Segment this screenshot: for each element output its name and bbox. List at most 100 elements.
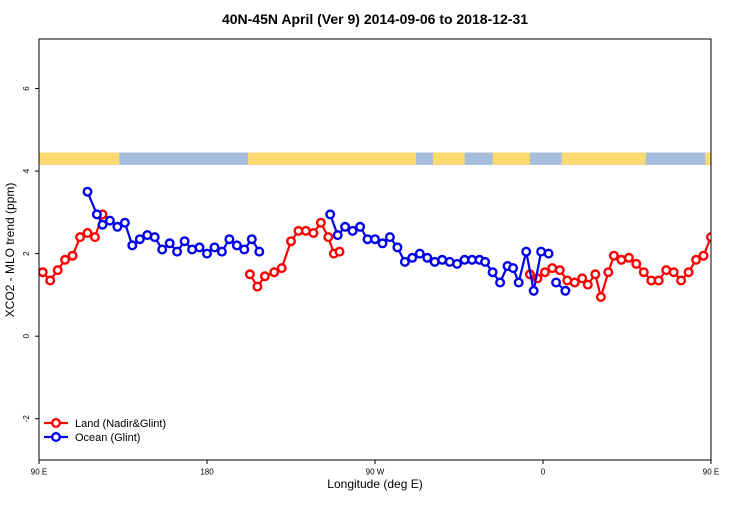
data-point — [737, 217, 745, 225]
y-tick-label: 4 — [22, 168, 31, 173]
land-segment — [493, 153, 530, 165]
data-point — [136, 235, 144, 243]
data-point — [261, 273, 269, 281]
data-point — [409, 254, 417, 262]
data-point — [61, 256, 69, 264]
data-point — [270, 268, 278, 276]
data-point — [571, 279, 579, 287]
data-point — [489, 268, 497, 276]
data-point — [386, 233, 394, 241]
data-point — [310, 229, 318, 237]
data-point — [248, 235, 256, 243]
land-segment — [39, 153, 119, 165]
data-point — [605, 268, 613, 276]
data-point — [730, 221, 738, 229]
data-point — [545, 250, 553, 258]
data-point — [341, 223, 349, 231]
legend: Land (Nadir&Glint) Ocean (Glint) — [44, 418, 166, 444]
data-point — [93, 211, 101, 219]
land-segment — [562, 153, 646, 165]
data-point — [287, 237, 295, 245]
data-point — [509, 264, 517, 272]
data-point — [724, 211, 732, 219]
data-point — [241, 246, 249, 254]
data-point — [158, 246, 166, 254]
x-tick-label: 0 — [541, 468, 546, 477]
data-point — [91, 233, 99, 241]
plot-frame — [39, 39, 711, 460]
data-point — [196, 244, 204, 252]
data-point — [379, 240, 387, 248]
series-land — [39, 211, 737, 301]
data-point — [334, 231, 342, 239]
data-point — [218, 248, 226, 256]
data-point — [722, 231, 730, 239]
legend-label: Land (Nadir&Glint) — [75, 418, 166, 430]
data-point — [481, 258, 489, 266]
data-point — [39, 268, 47, 276]
series-layer — [39, 188, 750, 301]
data-point — [173, 248, 181, 256]
land-segment — [248, 153, 416, 165]
series-line — [43, 214, 103, 280]
y-tick-label: 6 — [22, 86, 31, 91]
y-tick-label: 2 — [22, 251, 31, 256]
chart-title: 40N-45N April (Ver 9) 2014-09-06 to 2018… — [222, 11, 528, 27]
data-point — [181, 237, 189, 245]
data-point — [114, 223, 122, 231]
data-point — [584, 281, 592, 289]
data-point — [745, 223, 750, 231]
x-axis-label: Longitude (deg E) — [327, 477, 422, 491]
data-point — [496, 279, 504, 287]
data-point — [317, 219, 325, 227]
data-point — [349, 227, 357, 235]
data-point — [655, 277, 663, 285]
data-point — [556, 266, 564, 274]
data-point — [278, 264, 286, 272]
data-point — [46, 277, 54, 285]
data-point — [700, 252, 708, 260]
legend-label: Ocean (Glint) — [75, 432, 140, 444]
data-point — [326, 211, 334, 219]
x-tick-label: 90 W — [366, 468, 385, 477]
data-point — [530, 287, 538, 295]
data-point — [515, 279, 523, 287]
data-point — [166, 240, 174, 248]
data-point — [715, 229, 723, 237]
x-tick-label: 90 E — [31, 468, 47, 477]
data-point — [151, 233, 159, 241]
data-point — [246, 271, 254, 279]
data-point — [685, 268, 693, 276]
data-point — [677, 277, 685, 285]
data-point — [84, 229, 92, 237]
data-point — [597, 293, 605, 301]
data-point — [336, 248, 344, 256]
data-point — [106, 217, 114, 225]
data-point — [562, 287, 570, 295]
y-axis-label: XCO2 - MLO trend (ppm) — [3, 183, 17, 318]
data-point — [522, 248, 530, 256]
legend-swatch-marker — [52, 419, 60, 427]
data-point — [453, 260, 461, 268]
data-point — [610, 252, 618, 260]
land-ocean-mask — [39, 153, 750, 165]
data-point — [255, 248, 263, 256]
y-tick-label: 0 — [22, 333, 31, 338]
data-point — [84, 188, 92, 196]
land-segment — [705, 153, 750, 165]
data-point — [356, 223, 364, 231]
data-point — [394, 244, 402, 252]
land-segment — [433, 153, 465, 165]
series-line — [719, 192, 750, 250]
data-point — [715, 188, 723, 196]
legend-swatch-marker — [52, 433, 60, 441]
data-point — [54, 266, 62, 274]
data-point — [625, 254, 633, 262]
x-tick-label: 90 E — [703, 468, 719, 477]
data-point — [416, 250, 424, 258]
data-point — [203, 250, 211, 258]
